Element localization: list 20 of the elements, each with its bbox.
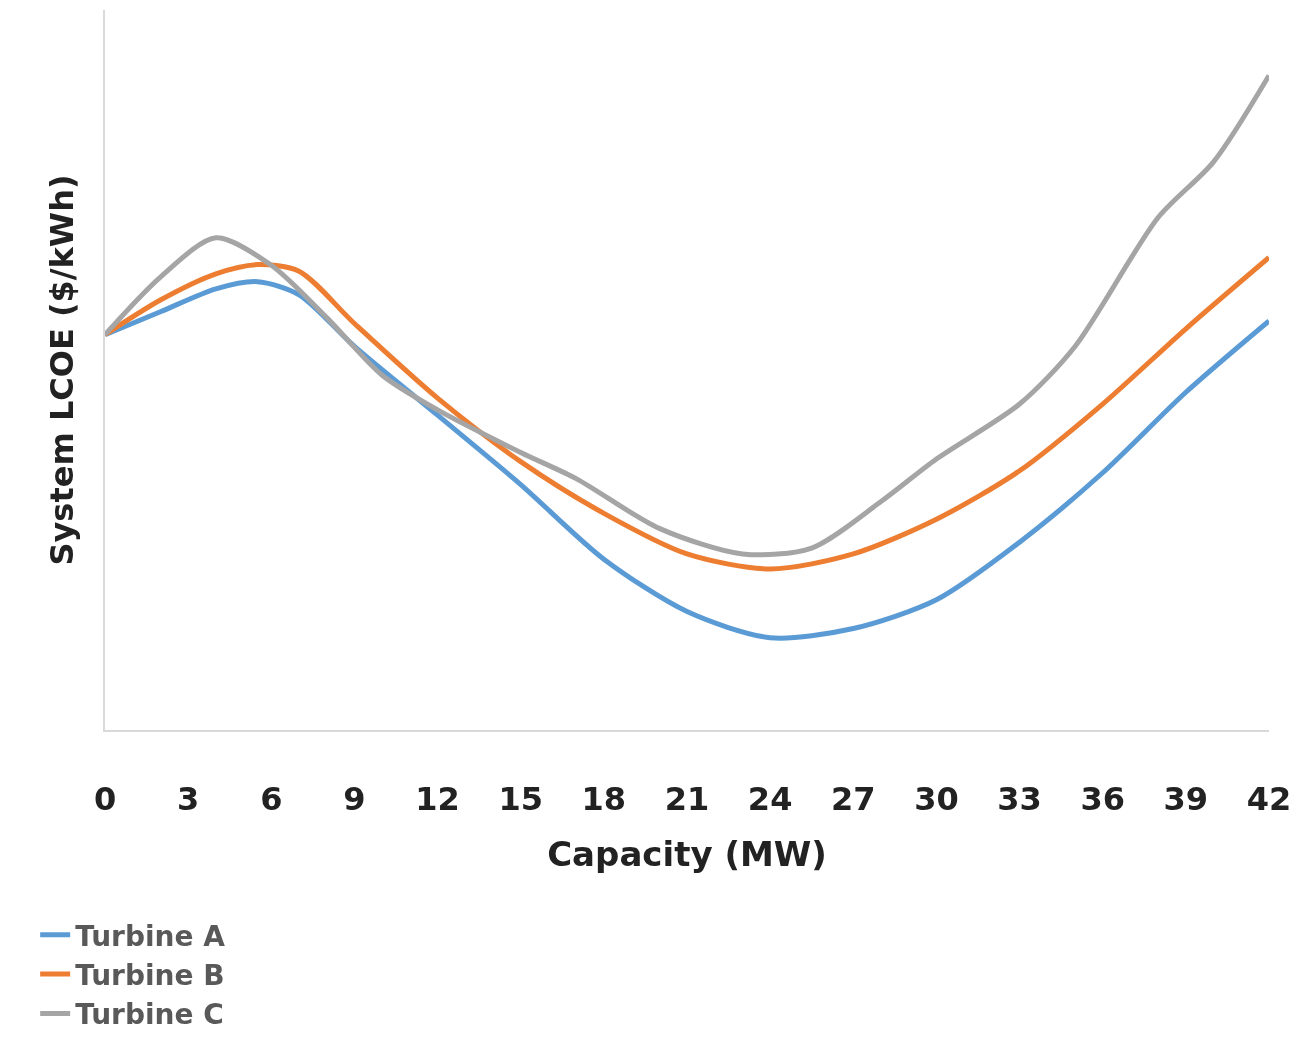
x-tick-label: 24 <box>747 780 793 819</box>
x-tick-label: 33 <box>997 780 1042 819</box>
x-tick-label: 3 <box>177 780 200 819</box>
x-tick-label: 42 <box>1246 780 1292 819</box>
x-tick-label: 30 <box>914 780 959 819</box>
x-tick-label: 0 <box>93 780 117 819</box>
legend-label: Turbine C <box>75 998 224 1032</box>
x-tick-label: 9 <box>343 780 366 819</box>
x-tick-label: 21 <box>664 780 710 819</box>
x-tick-label: 15 <box>498 780 543 819</box>
legend-label: Turbine A <box>75 919 226 953</box>
x-tick-label: 36 <box>1080 780 1125 819</box>
x-tick-label: 39 <box>1163 780 1209 819</box>
x-tick-label: 6 <box>260 780 283 819</box>
x-tick-label: 18 <box>581 780 627 819</box>
legend-label: Turbine B <box>75 959 225 993</box>
x-tick-label: 27 <box>831 780 876 819</box>
y-axis-title: System LCOE ($/kWh) <box>42 174 81 566</box>
x-axis-title: Capacity (MW) <box>547 834 827 875</box>
x-tick-label: 12 <box>415 780 460 819</box>
